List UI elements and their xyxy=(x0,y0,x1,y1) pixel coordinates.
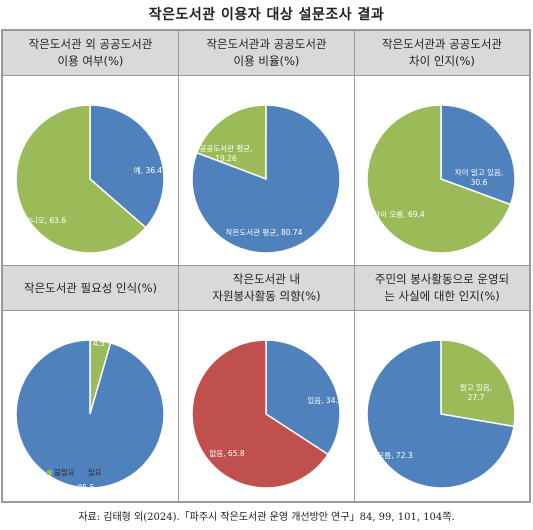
slice-data-label: 알고 있음, 27.7 xyxy=(460,383,492,402)
legend-item: 불필요 xyxy=(47,467,75,478)
slice-data-label: 공공도서관 평균, 19.26 xyxy=(199,143,252,163)
chart-title-4: 작은도서관 필요성 인식(%) xyxy=(3,266,178,311)
pie-chart-3: 차이 알고 있음, 30.6 차이 모름, 69.4 xyxy=(366,104,516,254)
pie-slice-없음 xyxy=(191,339,330,489)
chart-title-line: 주민의 봉사활동으로 운영되 xyxy=(374,272,510,286)
pie-chart-6: 알고 있음, 27.7 모름, 72.3 xyxy=(366,339,516,489)
pie-chart-4: 4.5 95.5 xyxy=(15,339,165,492)
chart-title-line: 작은도서관 필요성 인식(%) xyxy=(23,280,157,295)
slice-data-label: 작은도서관 평균, 80.74 xyxy=(226,227,303,237)
slice-data-label: 차이 모름, 69.4 xyxy=(373,209,425,219)
pie-chart-5: 있음, 34.2 없음, 65.8 xyxy=(191,339,343,489)
chart-title-line: 이용 비율(%) xyxy=(233,54,300,68)
pie-slice-필요 xyxy=(15,339,165,489)
chart-title-line: 작은도서관 외 공공도서관 xyxy=(28,37,153,51)
pie-slice-예 xyxy=(89,104,165,229)
legend-swatch xyxy=(47,470,52,475)
legend-label: 필요 xyxy=(87,468,102,477)
pie-slice-공공도서관 평균 xyxy=(195,104,267,181)
pie-slice-알고 있음 xyxy=(440,339,516,428)
chart-title-line: 작은도서관과 공공도서관 xyxy=(206,37,327,51)
legend-label: 불필요 xyxy=(54,468,75,477)
slice-data-label: 있음, 34.2 xyxy=(307,396,342,405)
chart-title-line: 작은도서관과 공공도서관 xyxy=(381,37,503,51)
chart-title-line: 이용 여부(%) xyxy=(57,54,124,68)
chart-legend: 불필요 필요 xyxy=(47,467,102,478)
chart-title-line: 는 사실에 대한 인지(%) xyxy=(384,289,500,303)
legend-swatch xyxy=(80,470,86,475)
pie-slice-차이 모름 xyxy=(366,104,512,254)
pie-slice-모름 xyxy=(366,339,515,489)
pie-chart-2: 공공도서관 평균, 19.26 작은도서관 평균, 80.74 xyxy=(191,104,341,254)
chart-title-line: 작은도서관 내 xyxy=(232,272,301,286)
pie-slice-차이 알고 있음 xyxy=(440,104,516,206)
slice-data-label: 95.5 xyxy=(78,483,95,492)
pie-slice-아니오 xyxy=(15,104,147,254)
chart-title-line: 자원봉사활동 의향(%) xyxy=(212,289,321,303)
slice-data-label: 예, 36.4 xyxy=(134,165,163,175)
slice-data-label: 4.5 xyxy=(93,339,105,348)
legend-item: 필요 xyxy=(80,467,102,478)
pie-chart-1: 예, 36.4 아니오, 63.6 xyxy=(15,104,165,254)
slice-data-label: 차이 알고 있음, 30.6 xyxy=(455,167,504,187)
slice-data-label: 아니오, 63.6 xyxy=(24,215,66,225)
slice-data-label: 없음, 65.8 xyxy=(209,449,244,458)
slice-data-label: 모름, 72.3 xyxy=(377,451,412,460)
source-note: 자료: 김태형 외(2024).「파주시 작은도서관 운영 개선방안 연구」84… xyxy=(78,512,455,523)
chart-panel-4: 작은도서관 필요성 인식(%) 4.5 95.5 불필요 필요 xyxy=(2,265,179,502)
chart-title-line: 차이 인지(%) xyxy=(409,54,475,68)
page-title: 작은도서관 이용자 대상 설문조사 결과 xyxy=(148,7,385,23)
pie-slice-작은도서관 평균 xyxy=(191,104,341,254)
